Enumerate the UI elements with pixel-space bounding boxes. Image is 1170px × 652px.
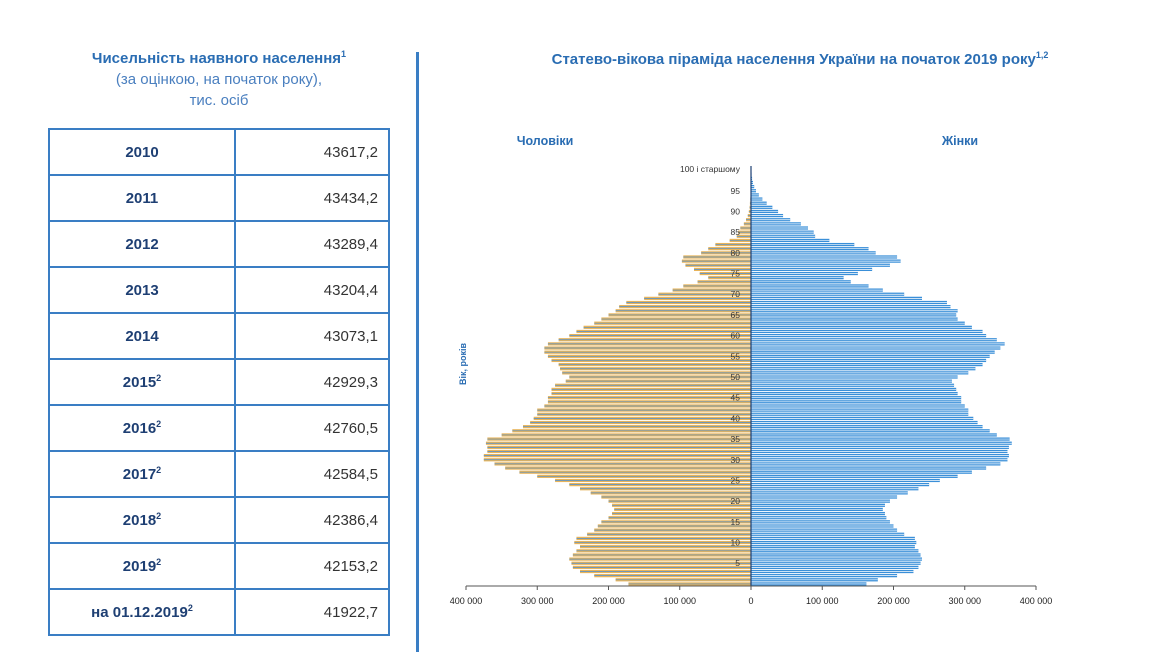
age-tick-label: 5: [735, 558, 740, 568]
x-tick-label: 0: [748, 596, 753, 606]
age-tick-label: 95: [731, 186, 741, 196]
age-tick-label: 75: [731, 269, 741, 279]
male-series-label: Чоловіки: [517, 134, 574, 148]
top-age-label: 100 і старшому: [680, 164, 741, 174]
age-tick-label: 10: [731, 538, 741, 548]
age-tick-label: 25: [731, 475, 741, 485]
x-tick-label: 300 000: [521, 596, 554, 606]
age-tick-label: 40: [731, 413, 741, 423]
age-tick-label: 20: [731, 496, 741, 506]
age-tick-label: 80: [731, 248, 741, 258]
x-tick-label: 200 000: [592, 596, 625, 606]
age-tick-label: 50: [731, 372, 741, 382]
x-tick-label: 300 000: [948, 596, 981, 606]
y-axis-label: Вік, років: [458, 343, 468, 386]
age-tick-label: 55: [731, 351, 741, 361]
age-tick-label: 45: [731, 393, 741, 403]
age-tick-label: 65: [731, 310, 741, 320]
age-tick-label: 30: [731, 455, 741, 465]
age-tick-label: 60: [731, 331, 741, 341]
age-tick-label: 35: [731, 434, 741, 444]
age-tick-label: 90: [731, 206, 741, 216]
age-tick-label: 70: [731, 289, 741, 299]
age-tick-label: 85: [731, 227, 741, 237]
x-tick-label: 200 000: [877, 596, 910, 606]
age-tick-label: 15: [731, 517, 741, 527]
x-tick-label: 400 000: [1020, 596, 1053, 606]
x-tick-label: 100 000: [806, 596, 839, 606]
x-tick-label: 400 000: [450, 596, 483, 606]
female-series-label: Жінки: [941, 134, 978, 148]
x-tick-label: 100 000: [663, 596, 696, 606]
